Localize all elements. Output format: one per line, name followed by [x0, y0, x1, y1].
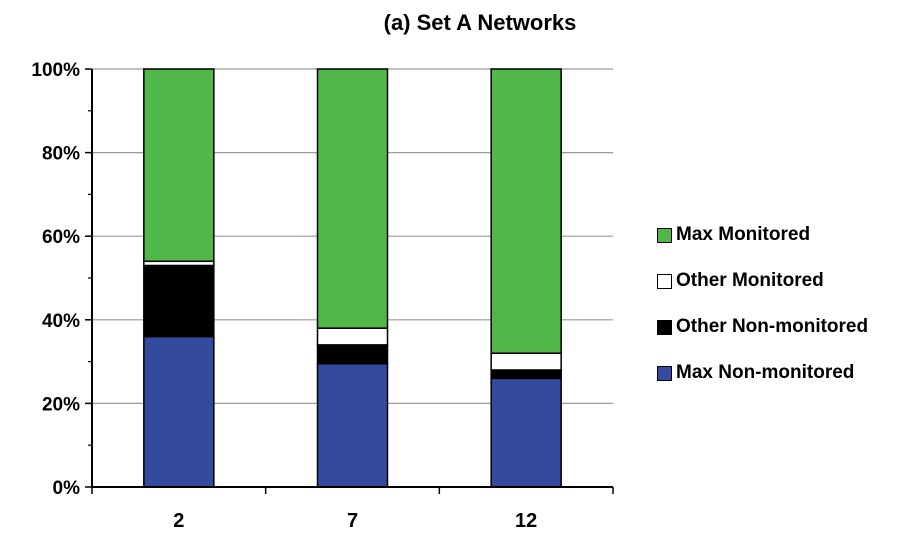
bar-segment-other-non-monitored: [316, 344, 389, 365]
bar-segment-max-non-monitored: [490, 377, 562, 488]
y-tick-label: 20%: [42, 394, 80, 415]
legend: Max Monitored Other Monitored Other Non-…: [657, 223, 868, 407]
legend-swatch-max-monitored: [657, 227, 672, 243]
legend-label-max-monitored: Max Monitored: [676, 224, 811, 245]
bar-segment-max-monitored: [490, 68, 562, 354]
legend-item-max-monitored: Max Monitored: [657, 223, 868, 247]
bar-segment-max-non-monitored: [316, 362, 389, 488]
bar-segment-max-monitored: [143, 68, 215, 263]
legend-swatch-other-monitored: [657, 273, 672, 289]
bar-segment-other-monitored: [316, 327, 389, 346]
bar-segment-max-non-monitored: [143, 335, 215, 488]
x-tick-label: 12: [515, 510, 537, 532]
legend-item-other-monitored: Other Monitored: [657, 269, 868, 293]
y-tick-label: 60%: [42, 227, 80, 248]
bar-segment-other-non-monitored: [490, 369, 562, 380]
legend-swatch-other-non-monitored: [657, 319, 672, 335]
legend-label-max-non-monitored: Max Non-monitored: [676, 362, 855, 383]
legend-item-max-non-monitored: Max Non-monitored: [657, 361, 868, 385]
y-tick-label: 80%: [42, 144, 80, 165]
y-tick-label: 0%: [53, 478, 81, 499]
chart-title: (a) Set A Networks: [383, 10, 577, 35]
bar-segment-other-non-monitored: [143, 264, 215, 338]
legend-label-other-non-monitored: Other Non-monitored: [676, 316, 869, 337]
legend-swatch-max-non-monitored: [657, 365, 672, 381]
legend-label-other-monitored: Other Monitored: [676, 270, 824, 291]
y-tick-label: 40%: [42, 311, 80, 332]
y-tick-label: 100%: [31, 60, 80, 81]
x-tick-label: 2: [173, 510, 184, 532]
legend-item-other-non-monitored: Other Non-monitored: [657, 315, 868, 339]
bar-segment-other-monitored: [490, 352, 562, 371]
x-tick-label: 7: [347, 510, 358, 532]
bar-segment-max-monitored: [316, 68, 389, 329]
